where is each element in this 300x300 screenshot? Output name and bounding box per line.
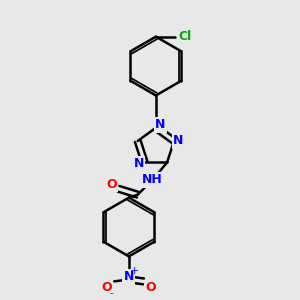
Text: O: O xyxy=(101,281,112,294)
Text: -: - xyxy=(109,288,113,298)
Text: N: N xyxy=(124,271,134,284)
Text: N: N xyxy=(155,118,166,131)
Text: O: O xyxy=(146,281,156,294)
Text: +: + xyxy=(130,266,140,276)
Text: Cl: Cl xyxy=(178,30,192,43)
Text: O: O xyxy=(106,178,117,191)
Text: N: N xyxy=(173,134,184,148)
Text: N: N xyxy=(134,157,144,170)
Text: NH: NH xyxy=(142,173,163,187)
